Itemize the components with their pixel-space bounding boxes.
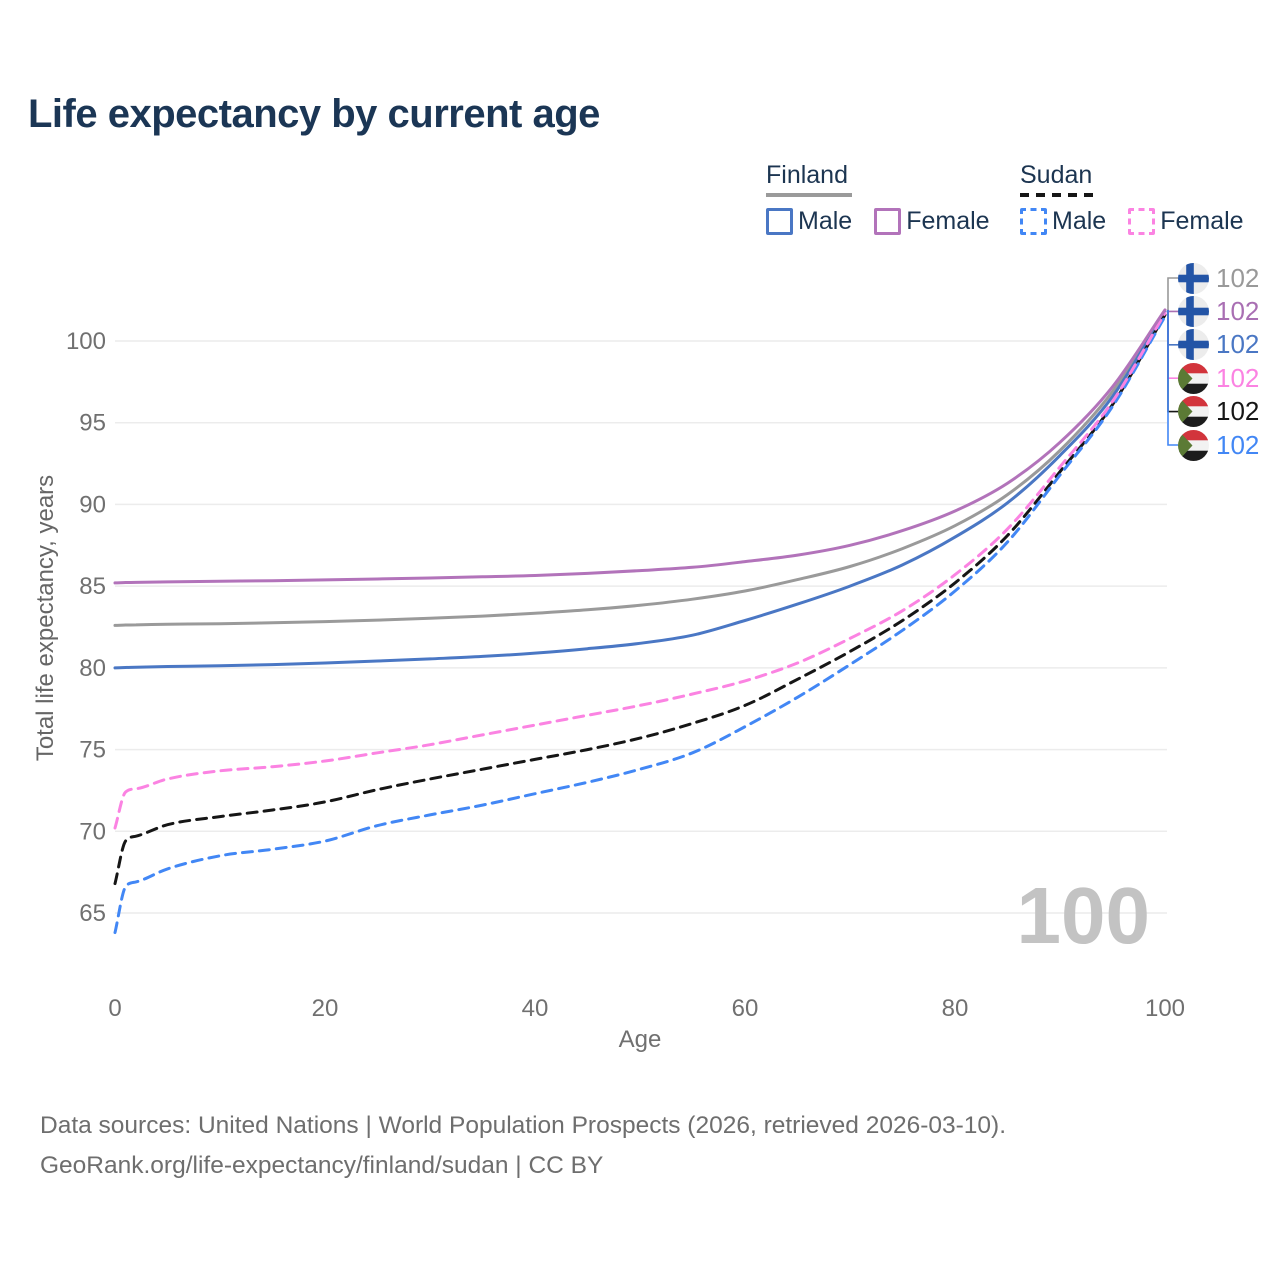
sudan-male-swatch-icon xyxy=(1020,208,1047,235)
label-connector xyxy=(1167,309,1178,313)
x-tick-label: 0 xyxy=(108,995,121,1022)
finland-flag-icon xyxy=(1178,262,1209,294)
end-value: 102 xyxy=(1216,396,1260,427)
y-tick-label: 75 xyxy=(79,737,106,764)
legend-item-label: Male xyxy=(798,207,853,235)
footer: Data sources: United Nations | World Pop… xyxy=(40,1106,1006,1186)
end-label-row: 102 xyxy=(1178,262,1259,294)
y-tick-label: 90 xyxy=(79,491,106,518)
sudan-flag-icon xyxy=(1178,396,1209,428)
sudan-female-swatch-icon xyxy=(1128,208,1156,235)
end-value: 102 xyxy=(1216,329,1260,360)
page-title: Life expectancy by current age xyxy=(28,92,600,136)
x-tick-label: 40 xyxy=(522,995,549,1022)
current-age-watermark: 100 xyxy=(1016,871,1150,960)
end-label-row: 102 xyxy=(1178,329,1259,361)
series-line-sudan-both-sexes- xyxy=(113,313,1167,886)
x-axis-title: Age xyxy=(618,1026,662,1053)
legend-item-label: Female xyxy=(906,207,990,235)
sudan-flag-icon xyxy=(1178,429,1209,461)
y-tick-label: 70 xyxy=(79,818,106,845)
data-sources-line: Data sources: United Nations | World Pop… xyxy=(40,1112,1007,1139)
end-value: 102 xyxy=(1216,429,1260,460)
legend-item-finland-female[interactable]: Female xyxy=(874,207,990,236)
legend-item-label: Female xyxy=(1160,207,1244,235)
y-tick-label: 65 xyxy=(79,900,106,927)
y-tick-label: 85 xyxy=(79,573,106,600)
end-value: 102 xyxy=(1216,295,1260,326)
legend-item-finland-male[interactable]: Male xyxy=(766,207,852,236)
y-tick-label: 95 xyxy=(79,410,106,437)
y-axis-title: Total life expectancy, years xyxy=(32,474,59,762)
legend-underline-finland xyxy=(766,193,852,197)
end-value: 102 xyxy=(1216,362,1260,393)
legend-group-finland: Finland Male Female xyxy=(766,160,1012,236)
series-line-finland-male xyxy=(113,310,1167,670)
finland-flag-icon xyxy=(1178,329,1209,361)
x-tick-label: 100 xyxy=(1145,995,1185,1022)
y-tick-label: 100 xyxy=(66,328,106,355)
finland-male-swatch-icon xyxy=(766,208,793,235)
end-value: 102 xyxy=(1216,262,1260,293)
y-tick-label: 80 xyxy=(79,655,106,682)
attribution-line: GeoRank.org/life-expectancy/finland/suda… xyxy=(40,1152,604,1179)
series-line-sudan-female xyxy=(113,311,1167,830)
series-line-sudan-male xyxy=(113,315,1167,935)
label-connector xyxy=(1167,309,1178,446)
sudan-flag-icon xyxy=(1178,362,1209,394)
label-connector xyxy=(1167,309,1178,413)
finland-female-swatch-icon xyxy=(874,208,902,235)
x-tick-label: 20 xyxy=(312,995,339,1022)
legend-country-label-finland: Finland xyxy=(766,161,848,189)
legend-items-finland: Male Female xyxy=(766,207,1012,236)
label-connector xyxy=(1167,277,1178,310)
end-label-row: 102 xyxy=(1178,429,1259,461)
legend-country-label-sudan: Sudan xyxy=(1020,161,1093,189)
x-tick-label: 80 xyxy=(942,995,969,1022)
end-label-row: 102 xyxy=(1178,396,1259,428)
end-label-row: 102 xyxy=(1178,295,1259,327)
legend-underline-sudan xyxy=(1020,193,1094,197)
legend-item-sudan-female[interactable]: Female xyxy=(1128,207,1244,236)
series-line-finland-both-sexes- xyxy=(113,310,1167,627)
legend-group-sudan: Sudan Male Female xyxy=(1020,160,1266,236)
end-label-row: 102 xyxy=(1178,362,1259,394)
legend-item-sudan-male[interactable]: Male xyxy=(1020,207,1106,236)
legend-items-sudan: Male Female xyxy=(1020,207,1266,236)
label-connector xyxy=(1167,309,1178,346)
series-line-finland-female xyxy=(113,308,1167,585)
legend-item-label: Male xyxy=(1052,207,1107,235)
finland-flag-icon xyxy=(1178,295,1209,327)
x-tick-label: 60 xyxy=(732,995,759,1022)
